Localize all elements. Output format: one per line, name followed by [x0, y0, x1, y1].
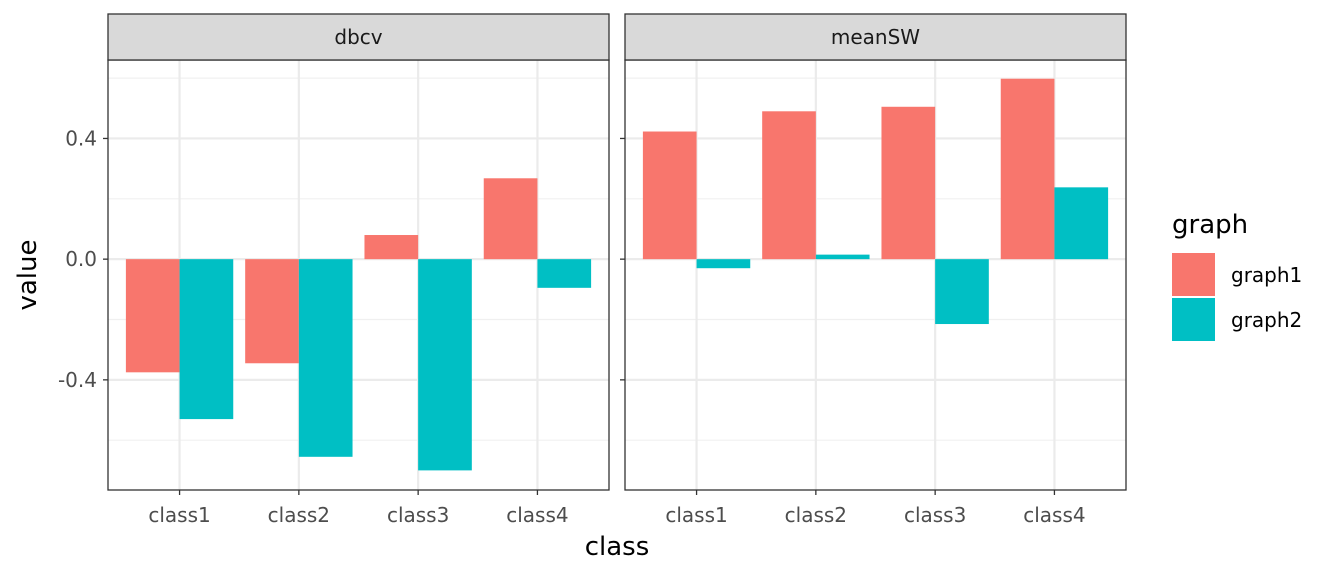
y-tick-label: -0.4 — [58, 368, 97, 392]
bar-meanSW-graph1-class1 — [642, 131, 697, 260]
y-tick-label: 0.0 — [65, 247, 97, 271]
bar-dbcv-graph1-class3 — [364, 235, 419, 260]
x-tick-label: class1 — [148, 503, 210, 527]
bar-meanSW-graph2-class2 — [815, 254, 870, 260]
x-tick-label: class2 — [268, 503, 330, 527]
bar-dbcv-graph2-class1 — [179, 259, 234, 420]
legend-label-graph2: graph2 — [1231, 308, 1302, 332]
x-tick-label: class4 — [1023, 503, 1085, 527]
bar-meanSW-graph2-class3 — [935, 259, 989, 325]
bar-dbcv-graph2-class4 — [537, 259, 592, 288]
bar-meanSW-graph2-class1 — [696, 259, 751, 269]
legend-title: graph — [1172, 210, 1248, 240]
bar-meanSW-graph2-class4 — [1054, 187, 1109, 260]
strip-background — [107, 13, 610, 61]
x-tick-label: class1 — [665, 503, 727, 527]
bar-dbcv-graph1-class1 — [125, 259, 180, 373]
legend-key-graph1 — [1172, 253, 1215, 296]
x-tick-label: class3 — [387, 503, 449, 527]
x-tick-label: class4 — [506, 503, 568, 527]
strip-label: meanSW — [831, 25, 920, 49]
x-tick-label: class2 — [785, 503, 847, 527]
bar-meanSW-graph1-class4 — [1000, 78, 1055, 260]
panel-meanSW: meanSW class1 class2 class3 class4 — [620, 13, 1127, 527]
panel-dbcv: dbcv -0.4 0.0 0.4 class1 class2 class3 class4 — [58, 13, 610, 527]
bar-meanSW-graph1-class3 — [881, 106, 936, 260]
bar-dbcv-graph2-class3 — [418, 259, 472, 471]
bar-dbcv-graph1-class4 — [483, 178, 538, 260]
bar-dbcv-graph2-class2 — [298, 259, 353, 457]
y-axis-title: value — [13, 239, 43, 310]
legend-key-graph2 — [1172, 298, 1215, 341]
bar-meanSW-graph1-class2 — [762, 111, 816, 260]
x-axis-title: class — [585, 532, 650, 562]
y-tick-label: 0.4 — [65, 126, 97, 150]
legend-label-graph1: graph1 — [1231, 263, 1302, 287]
strip-background — [624, 13, 1127, 61]
legend: graph graph1 graph2 — [1172, 210, 1302, 341]
x-tick-label: class3 — [904, 503, 966, 527]
bar-dbcv-graph1-class2 — [245, 259, 299, 364]
strip-label: dbcv — [334, 25, 382, 49]
